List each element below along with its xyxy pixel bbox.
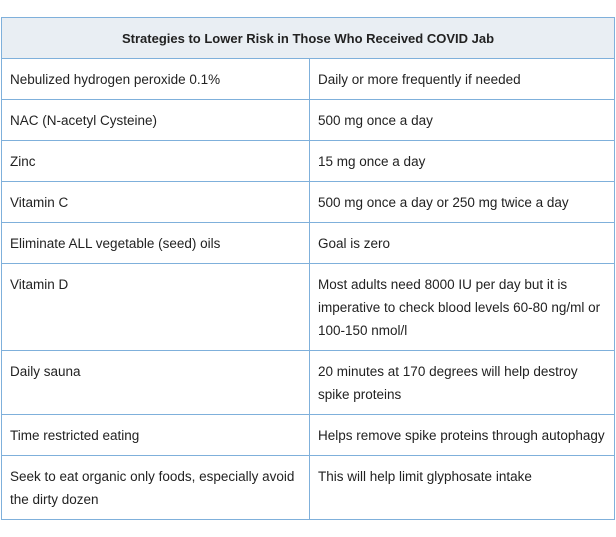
dosage-cell: This will help limit glyphosate intake [309,455,615,520]
header-row: Strategies to Lower Risk in Those Who Re… [1,17,615,59]
dosage-cell: Most adults need 8000 IU per day but it … [309,263,615,351]
dosage-cell: Helps remove spike proteins through auto… [309,414,615,456]
dosage-cell: 500 mg once a day or 250 mg twice a day [309,181,615,223]
table-row: NAC (N-acetyl Cysteine) 500 mg once a day [1,99,615,141]
table-row: Vitamin C 500 mg once a day or 250 mg twi… [1,181,615,223]
dosage-cell: Daily or more frequently if needed [309,58,615,100]
strategy-cell: Vitamin C [1,181,310,223]
strategy-table: Strategies to Lower Risk in Those Who Re… [1,17,615,520]
table-row: Daily sauna 20 minutes at 170 degrees wil… [1,350,615,415]
table-row: Time restricted eating Helps remove spike… [1,414,615,456]
dosage-cell: 500 mg once a day [309,99,615,141]
table-row: Zinc 15 mg once a day [1,140,615,182]
table-row: Eliminate ALL vegetable (seed) oils Goal … [1,222,615,264]
table-title: Strategies to Lower Risk in Those Who Re… [1,17,615,59]
strategy-cell: Nebulized hydrogen peroxide 0.1% [1,58,310,100]
dosage-cell: 20 minutes at 170 degrees will help dest… [309,350,615,415]
dosage-cell: 15 mg once a day [309,140,615,182]
dosage-cell: Goal is zero [309,222,615,264]
strategy-cell: Vitamin D [1,263,310,351]
strategy-cell: NAC (N-acetyl Cysteine) [1,99,310,141]
table-row: Vitamin D Most adults need 8000 IU per da… [1,263,615,351]
strategy-cell: Eliminate ALL vegetable (seed) oils [1,222,310,264]
table-body: Nebulized hydrogen peroxide 0.1% Daily or… [1,58,615,520]
table-row: Nebulized hydrogen peroxide 0.1% Daily or… [1,58,615,100]
table-row: Seek to eat organic only foods, especial… [1,455,615,520]
strategy-cell: Daily sauna [1,350,310,415]
strategy-cell: Time restricted eating [1,414,310,456]
strategy-cell: Seek to eat organic only foods, especial… [1,455,310,520]
strategy-cell: Zinc [1,140,310,182]
